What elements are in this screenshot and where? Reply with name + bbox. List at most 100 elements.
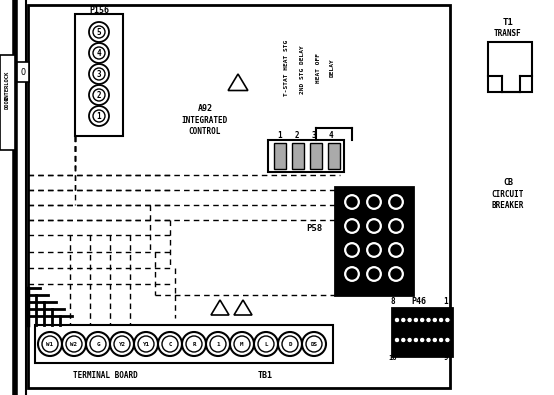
Circle shape bbox=[387, 241, 405, 259]
Circle shape bbox=[432, 337, 438, 343]
Text: CONTROL: CONTROL bbox=[189, 126, 221, 135]
Bar bbox=[268, 140, 344, 172]
Circle shape bbox=[306, 336, 322, 352]
Circle shape bbox=[158, 332, 182, 356]
Circle shape bbox=[89, 106, 109, 126]
Circle shape bbox=[369, 221, 379, 231]
Text: TERMINAL BOARD: TERMINAL BOARD bbox=[73, 371, 137, 380]
Text: DS: DS bbox=[310, 342, 317, 346]
Circle shape bbox=[438, 337, 444, 343]
Text: HEAT OFF: HEAT OFF bbox=[315, 53, 321, 83]
Text: 2: 2 bbox=[97, 90, 101, 100]
Text: 3: 3 bbox=[350, 199, 354, 205]
Text: G: G bbox=[96, 342, 100, 346]
Circle shape bbox=[413, 317, 419, 323]
Text: M: M bbox=[240, 342, 244, 346]
Circle shape bbox=[407, 337, 412, 343]
Text: 3: 3 bbox=[312, 132, 316, 141]
Bar bbox=[28, 5, 450, 388]
Circle shape bbox=[93, 26, 105, 38]
Circle shape bbox=[302, 332, 326, 356]
Circle shape bbox=[347, 245, 357, 255]
Text: 5: 5 bbox=[97, 28, 101, 36]
Circle shape bbox=[134, 332, 158, 356]
Circle shape bbox=[365, 193, 383, 211]
Circle shape bbox=[282, 336, 298, 352]
Text: 6: 6 bbox=[350, 223, 354, 229]
Circle shape bbox=[394, 337, 400, 343]
Text: 7: 7 bbox=[394, 247, 398, 253]
Text: 2ND STG DELAY: 2ND STG DELAY bbox=[300, 46, 305, 94]
Text: DELAY: DELAY bbox=[330, 58, 335, 77]
Circle shape bbox=[391, 221, 401, 231]
Circle shape bbox=[66, 336, 82, 352]
Circle shape bbox=[425, 317, 432, 323]
Text: 1: 1 bbox=[216, 342, 220, 346]
Circle shape bbox=[210, 336, 226, 352]
Circle shape bbox=[365, 241, 383, 259]
Circle shape bbox=[110, 332, 134, 356]
Bar bbox=[392, 308, 452, 356]
Circle shape bbox=[438, 317, 444, 323]
Circle shape bbox=[347, 269, 357, 279]
Text: T1: T1 bbox=[502, 17, 514, 26]
Circle shape bbox=[230, 332, 254, 356]
Circle shape bbox=[89, 22, 109, 42]
Bar bbox=[0, 55, 15, 150]
Text: 4: 4 bbox=[329, 132, 334, 141]
Circle shape bbox=[234, 336, 250, 352]
Bar bbox=[335, 187, 413, 295]
Circle shape bbox=[387, 217, 405, 235]
Text: CIRCUIT: CIRCUIT bbox=[492, 190, 524, 199]
Text: 8: 8 bbox=[372, 247, 376, 253]
Circle shape bbox=[365, 217, 383, 235]
Circle shape bbox=[343, 217, 361, 235]
Circle shape bbox=[343, 241, 361, 259]
Bar bbox=[292, 143, 304, 169]
Text: INTEGRATED: INTEGRATED bbox=[182, 115, 228, 124]
Text: R: R bbox=[192, 342, 196, 346]
Circle shape bbox=[89, 64, 109, 84]
Text: 9: 9 bbox=[350, 247, 354, 253]
Circle shape bbox=[93, 89, 105, 101]
Text: 4: 4 bbox=[97, 49, 101, 58]
Circle shape bbox=[445, 337, 450, 343]
Circle shape bbox=[369, 245, 379, 255]
Circle shape bbox=[62, 332, 86, 356]
Text: 1: 1 bbox=[394, 199, 398, 205]
Circle shape bbox=[42, 336, 58, 352]
Circle shape bbox=[254, 332, 278, 356]
Text: 2: 2 bbox=[350, 271, 354, 277]
Bar bbox=[328, 143, 340, 169]
Text: 16: 16 bbox=[389, 355, 397, 361]
Circle shape bbox=[343, 265, 361, 283]
Circle shape bbox=[425, 337, 432, 343]
Circle shape bbox=[93, 110, 105, 122]
Circle shape bbox=[114, 336, 130, 352]
Text: 4: 4 bbox=[394, 223, 398, 229]
Circle shape bbox=[186, 336, 202, 352]
Text: D: D bbox=[288, 342, 292, 346]
Circle shape bbox=[407, 317, 412, 323]
Text: 3: 3 bbox=[97, 70, 101, 79]
Text: DOOR: DOOR bbox=[4, 96, 9, 109]
Circle shape bbox=[38, 332, 62, 356]
Text: Y2: Y2 bbox=[119, 342, 126, 346]
Circle shape bbox=[89, 85, 109, 105]
Circle shape bbox=[419, 317, 425, 323]
Circle shape bbox=[365, 265, 383, 283]
Circle shape bbox=[206, 332, 230, 356]
Circle shape bbox=[258, 336, 274, 352]
Circle shape bbox=[347, 221, 357, 231]
Text: 0: 0 bbox=[394, 271, 398, 277]
Bar bbox=[35, 325, 333, 363]
Text: 1: 1 bbox=[97, 111, 101, 120]
Bar bbox=[310, 143, 322, 169]
Circle shape bbox=[391, 197, 401, 207]
Text: CB: CB bbox=[503, 177, 513, 186]
Circle shape bbox=[343, 193, 361, 211]
Bar bbox=[17, 62, 29, 82]
Text: INTERLOCK: INTERLOCK bbox=[4, 70, 9, 100]
Text: P46: P46 bbox=[412, 297, 427, 307]
Circle shape bbox=[413, 337, 419, 343]
